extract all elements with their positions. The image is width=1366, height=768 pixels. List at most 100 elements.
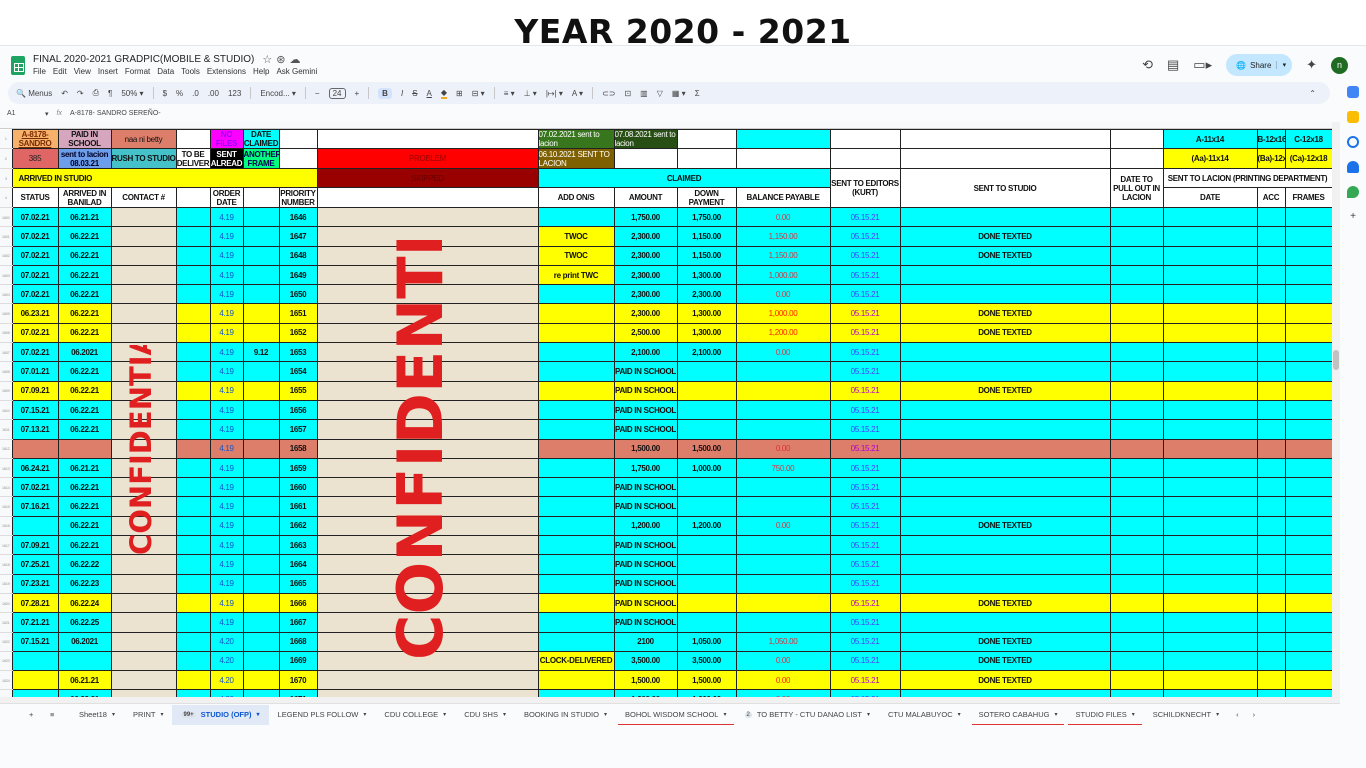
cell-sent-to-studio[interactable] [899,361,1111,382]
cell-sent-to-studio[interactable]: DONE TEXTED [899,670,1111,691]
functions-icon[interactable]: Σ [694,88,700,98]
cell-add-on[interactable] [537,573,615,594]
cell-sent-to-editors[interactable]: 05.15.21 [829,554,901,575]
cell-order-date[interactable]: 4.19 [209,399,244,421]
decrease-decimal-button[interactable]: .0 [192,88,199,98]
size-a[interactable]: A-11x14 [1162,129,1258,149]
cell-down-payment[interactable] [676,477,737,498]
cell-amount[interactable]: PAID IN SCHOOL [613,419,678,440]
cell-balance[interactable]: 1,050.00 [735,631,831,652]
cell-order-date[interactable]: 4.19 [209,438,244,459]
cell-frames[interactable] [1284,322,1333,344]
cell-contact[interactable] [110,592,177,614]
cell-order-date[interactable]: 4.19 [209,477,244,498]
merge-cells-icon[interactable]: ⊟ ▾ [471,88,485,98]
cell-contact[interactable] [110,361,177,382]
cell-sent-to-editors[interactable]: 05.15.21 [829,380,901,401]
cell-sent-to-studio[interactable]: DONE TEXTED [899,380,1111,401]
cell-add-on[interactable] [537,477,615,498]
cell-lacion-date[interactable] [1162,399,1258,421]
sheet-tab[interactable]: 99+ STUDIO (OFP) ▾ [172,704,269,725]
filter-icon[interactable]: ▽ [656,88,663,98]
cell-f[interactable] [242,303,280,324]
cell-amount[interactable]: PAID IN SCHOOL [613,612,678,633]
cell-lacion-date[interactable] [1162,380,1258,401]
cell-balance[interactable]: 1,150.00 [735,245,831,266]
cell-h[interactable] [316,438,539,459]
cell-pull-out[interactable] [1109,496,1164,517]
cell-amount[interactable]: 1,750.00 [613,206,678,228]
cell-pull-out[interactable] [1109,650,1164,672]
cell-down-payment[interactable]: 1,300.00 [676,322,737,344]
header-add-ons[interactable]: ADD ON/S [537,187,615,208]
cell-sent-to-editors[interactable]: 05.15.21 [829,322,901,344]
cell-priority[interactable]: 1649 [278,264,318,286]
cell-add-on[interactable] [537,689,615,697]
name-box-dropdown-icon[interactable]: ▾ [45,110,49,118]
font-size-input[interactable]: 24 [328,87,346,99]
currency-button[interactable]: $ [162,88,168,98]
cloud-status-icon[interactable]: ☁ [289,54,301,66]
cell-acc[interactable] [1256,438,1286,459]
cell-frames[interactable] [1284,612,1333,633]
cell-balance[interactable]: 0.00 [735,650,831,672]
cell-arrived[interactable]: 06.22.21 [57,689,112,697]
cell-frames[interactable] [1284,477,1333,498]
cell-f[interactable] [242,264,280,286]
cell-contact[interactable] [110,554,177,575]
cell-h[interactable] [316,399,539,421]
cell-status[interactable] [11,650,59,672]
cell-lacion-date[interactable] [1162,573,1258,594]
borders-icon[interactable]: ⊞ [456,88,463,98]
cell-status[interactable] [11,515,59,537]
cell-h[interactable] [316,284,539,305]
sheets-logo-icon[interactable] [11,56,25,75]
cell-amount[interactable]: PAID IN SCHOOL [613,554,678,575]
cell-amount[interactable]: PAID IN SCHOOL [613,399,678,421]
legend-skipped[interactable]: SKIPPED [316,168,539,188]
cell-balance[interactable]: 0.00 [735,438,831,459]
cell-down-payment[interactable] [676,380,737,401]
cell-add-on[interactable] [537,496,615,517]
cell-amount[interactable]: 2,300.00 [613,284,678,305]
cell-acc[interactable] [1256,206,1286,228]
cell-status[interactable]: 07.02.21 [11,284,59,305]
tab-dropdown-icon[interactable]: ▾ [1131,712,1135,718]
cell-pull-out[interactable] [1109,380,1164,401]
cell-h[interactable] [316,226,539,247]
cell-d[interactable] [175,342,211,363]
menu-format[interactable]: Format [124,67,151,76]
cell-amount[interactable]: 1,500.00 [613,438,678,459]
cell-sent-to-studio[interactable] [899,457,1111,479]
zoom-select[interactable]: 50% ▾ [121,88,144,98]
menu-data[interactable]: Data [157,67,175,76]
cell-frames[interactable] [1284,573,1333,594]
legend-sent-to-lacion-0708[interactable]: 07.08.2021 sent to lacion [613,129,678,149]
cell-status[interactable]: 07.15.21 [11,631,59,652]
cell-acc[interactable] [1256,477,1286,498]
font-select[interactable]: Encod... ▾ [260,88,296,98]
cell-contact[interactable] [110,477,177,498]
cell-acc[interactable] [1256,245,1286,266]
size-aa[interactable]: (Aa)-11x14 [1162,148,1258,169]
cell-sent-to-studio[interactable] [899,284,1111,305]
cell-add-on[interactable] [537,322,615,344]
cell-amount[interactable]: 2100 [613,631,678,652]
cell-add-on[interactable]: TWOC [537,226,615,247]
tasks-icon[interactable] [1347,136,1359,148]
size-c[interactable]: C-12x18 [1284,129,1333,149]
cell-balance[interactable]: 1,200.00 [735,322,831,344]
cell-lacion-date[interactable] [1162,342,1258,363]
cell-f[interactable] [242,650,280,672]
cell-h[interactable] [316,419,539,440]
gemini-icon[interactable]: ✦ [1306,57,1317,72]
cell-status[interactable] [11,689,59,697]
cell-order-date[interactable]: 4.19 [209,361,244,382]
star-icon[interactable]: ☆ [262,54,273,66]
cell-pull-out[interactable] [1109,631,1164,652]
cell-d[interactable] [175,206,211,228]
cell-sent-to-studio[interactable] [899,264,1111,286]
cell-amount[interactable]: 2,500.00 [613,322,678,344]
cell-sent-to-editors[interactable]: 05.15.21 [829,650,901,672]
cell-down-payment[interactable]: 2,100.00 [676,342,737,363]
